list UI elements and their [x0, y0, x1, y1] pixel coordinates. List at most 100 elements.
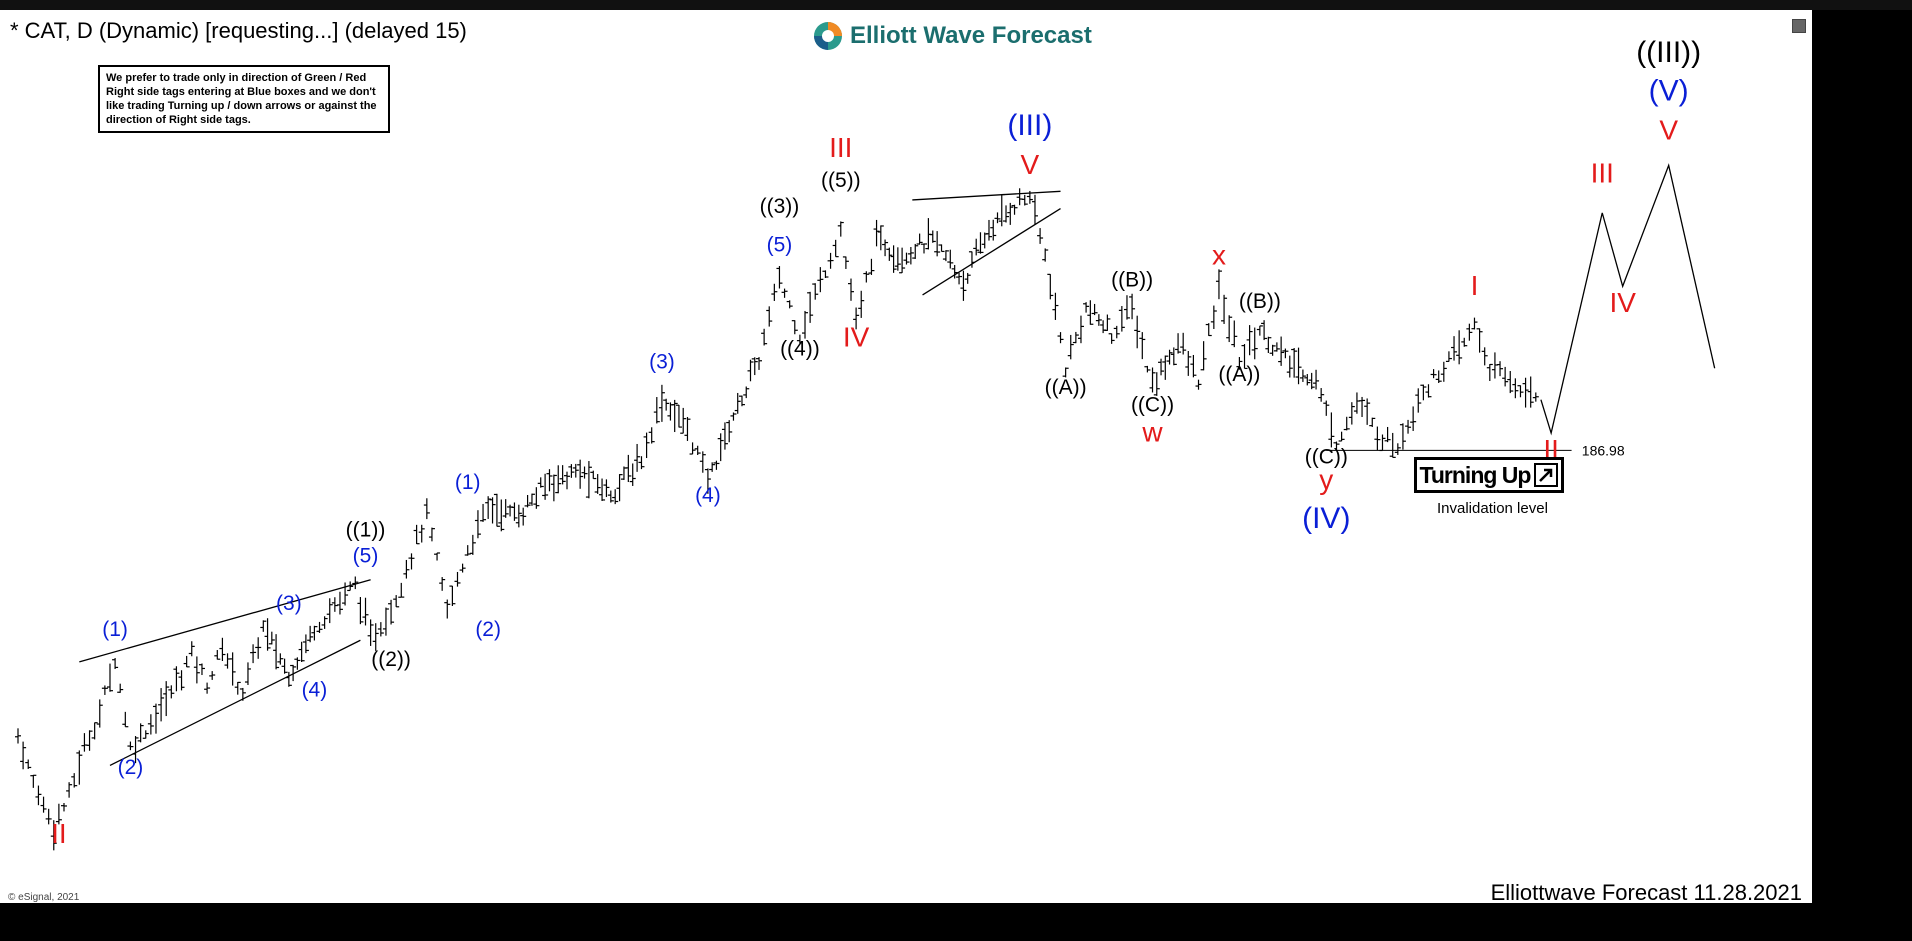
triangle-lower-line	[922, 208, 1061, 296]
ohlc-bar	[1205, 323, 1212, 337]
ohlc-bar	[66, 782, 73, 798]
wave-label: (3)	[276, 592, 302, 615]
ohlc-bar	[1507, 371, 1514, 394]
ohlc-bar	[1512, 378, 1519, 399]
trading-notice: We prefer to trade only in direction of …	[98, 65, 390, 133]
ohlc-bar	[367, 619, 374, 646]
ohlc-bar	[629, 463, 636, 486]
ohlc-bar	[1021, 194, 1028, 206]
ohlc-bar	[1476, 328, 1483, 353]
esignal-copyright: © eSignal, 2021	[8, 892, 80, 903]
ohlc-bar	[234, 681, 241, 695]
ohlc-bar	[1522, 377, 1529, 408]
ohlc-bar	[502, 499, 509, 518]
ohlc-bar	[1166, 349, 1173, 365]
ohlc-bar	[1200, 341, 1207, 371]
ohlc-bar	[1118, 306, 1125, 332]
ohlc-bar	[142, 730, 149, 739]
ohlc-bar	[352, 576, 359, 590]
ohlc-bar	[1425, 384, 1432, 398]
ohlc-bar	[377, 622, 384, 637]
ohlc-bar	[1087, 300, 1094, 325]
ohlc-bar	[658, 384, 665, 422]
ohlc-bar	[1003, 205, 1010, 223]
ohlc-bar	[326, 598, 333, 624]
ohlc-bar	[581, 466, 588, 479]
ohlc-bar	[428, 527, 435, 542]
ohlc-bar	[224, 653, 231, 669]
brand-name: Elliott Wave Forecast	[850, 22, 1092, 49]
wave-label: IV	[843, 322, 870, 353]
ohlc-bar	[694, 445, 701, 455]
wave-label: ((4))	[780, 337, 820, 360]
ohlc-bar	[925, 218, 932, 250]
ohlc-bar	[147, 714, 154, 735]
ohlc-bar	[15, 728, 21, 744]
maximize-icon[interactable]	[1792, 19, 1806, 33]
ohlc-bar	[152, 703, 159, 734]
ohlc-bar	[264, 618, 271, 651]
ohlc-bar	[877, 225, 884, 251]
ohlc-bar	[163, 681, 170, 717]
ohlc-bar	[929, 230, 936, 243]
ohlc-bar	[977, 232, 984, 254]
invalidation-value: 186.98	[1582, 442, 1625, 458]
ohlc-bar	[994, 212, 1001, 224]
ohlc-bar	[1278, 336, 1285, 366]
wave-labels: II (1) (2) (3) (4) (5) ((1)) ((2)) (1) (2) (3) (4) (…	[51, 36, 1701, 849]
ohlc-bar	[277, 653, 284, 665]
ohlc-bar	[858, 290, 865, 318]
wave-label: (5)	[353, 545, 379, 568]
ohlc-bar	[594, 474, 601, 494]
ohlc-bar	[1269, 344, 1276, 356]
ohlc-bar	[599, 478, 606, 501]
ohlc-bar	[1333, 441, 1340, 451]
ohlc-bar	[178, 670, 185, 691]
wedge-upper-line	[79, 579, 371, 663]
ohlc-bar	[520, 507, 527, 526]
ohlc-bar	[620, 466, 627, 480]
ohlc-bar	[638, 456, 645, 470]
ohlc-bar	[469, 534, 476, 555]
ohlc-bar	[158, 688, 165, 722]
ohlc-bar	[1456, 330, 1463, 365]
ohlc-bar	[796, 334, 803, 344]
ohlc-bar	[577, 459, 584, 489]
ohlc-bar	[590, 470, 597, 480]
ohlc-bar	[960, 270, 967, 301]
ohlc-bar	[30, 774, 37, 788]
wave-label: (1)	[455, 471, 481, 494]
ohlc-bar	[743, 386, 750, 399]
ohlc-bar	[653, 397, 660, 424]
ohlc-bar	[260, 620, 267, 632]
wave-label: ((B))	[1111, 268, 1153, 291]
wave-label: ((C))	[1131, 393, 1174, 416]
ohlc-bar	[1062, 367, 1069, 378]
ohlc-bar	[964, 272, 971, 284]
ohlc-bar	[1016, 188, 1023, 206]
ohlc-bar	[625, 454, 632, 483]
ohlc-bar	[214, 650, 221, 660]
ohlc-bar	[907, 247, 914, 265]
wave-label: (4)	[695, 484, 721, 507]
ohlc-bar	[331, 597, 338, 612]
credit-text: Elliottwave Forecast 11.28.2021	[1490, 880, 1802, 905]
ohlc-bar	[546, 469, 553, 492]
ohlc-bar	[704, 468, 711, 494]
ohlc-bar	[204, 682, 211, 694]
ohlc-bar	[564, 471, 571, 490]
ohlc-bar	[916, 233, 923, 245]
turning-up-label: Turning Up	[1419, 461, 1532, 488]
ohlc-bar	[60, 802, 67, 812]
ohlc-bar	[585, 461, 592, 499]
wave-label: ((A))	[1218, 363, 1260, 386]
ohlc-bar	[511, 502, 518, 521]
ohlc-bar	[1108, 333, 1115, 344]
ohlc-bar	[372, 623, 379, 651]
wave-label: x	[1212, 240, 1226, 271]
ohlc-bar	[1095, 314, 1102, 326]
ohlc-bar	[947, 249, 954, 269]
ohlc-bar	[555, 465, 562, 494]
ohlc-bar	[791, 320, 798, 335]
